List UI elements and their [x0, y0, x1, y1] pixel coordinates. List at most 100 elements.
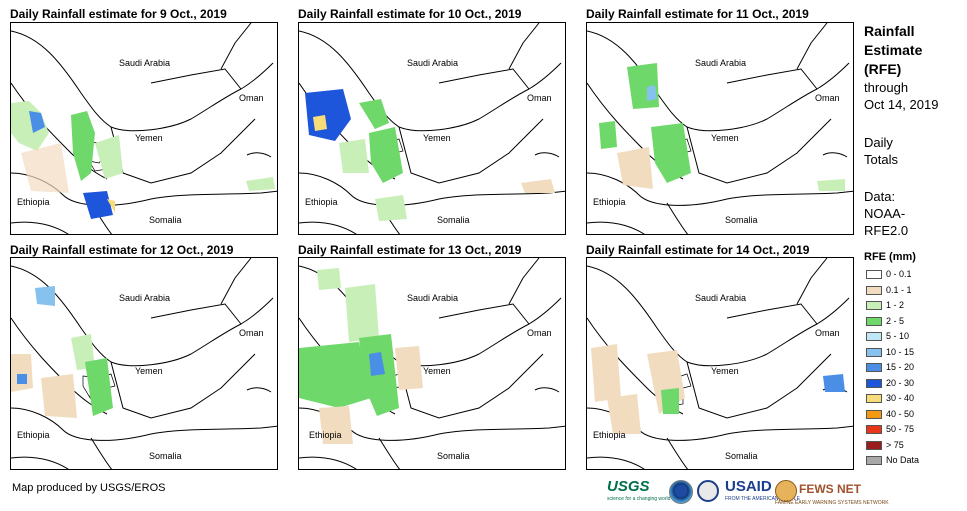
label-yemen: Yemen — [135, 133, 163, 143]
panel-title: Daily Rainfall estimate for 10 Oct., 201… — [298, 7, 522, 21]
label-oman: Oman — [239, 328, 264, 338]
label-saudi-arabia: Saudi Arabia — [407, 293, 459, 303]
legend-title-line: Estimate — [864, 42, 923, 58]
legend-label: 10 - 15 — [886, 346, 915, 357]
rain-area — [591, 344, 621, 402]
legend-label: 50 - 75 — [886, 424, 915, 434]
rain-area — [35, 286, 55, 306]
label-oman: Oman — [239, 93, 264, 103]
rain-area — [375, 195, 407, 221]
label-yemen: Yemen — [711, 133, 739, 143]
usgs-tagline: science for a changing world — [607, 496, 671, 502]
legend-swatch — [866, 270, 882, 279]
rain-area — [317, 268, 341, 290]
rain-area — [41, 374, 77, 418]
label-ethiopia: Ethiopia — [593, 430, 626, 440]
rainfall-overlay — [599, 63, 845, 191]
panel-title: Daily Rainfall estimate for 12 Oct., 201… — [10, 243, 234, 257]
label-somalia: Somalia — [437, 451, 470, 461]
rain-area — [17, 374, 27, 384]
panel-title: Daily Rainfall estimate for 9 Oct., 2019 — [10, 7, 227, 21]
rain-area — [305, 89, 351, 141]
legend-swatch — [866, 394, 882, 403]
rain-area — [395, 346, 423, 390]
legend-swatch — [866, 332, 882, 341]
label-somalia: Somalia — [149, 215, 182, 225]
legend-label: 1 - 2 — [886, 300, 905, 310]
legend-swatch — [866, 378, 882, 388]
label-oman: Oman — [815, 328, 840, 338]
label-somalia: Somalia — [149, 451, 182, 461]
rain-area — [345, 284, 379, 342]
label-ethiopia: Ethiopia — [17, 197, 50, 207]
legend-swatch — [866, 301, 882, 310]
rainfall-overlay — [11, 101, 275, 219]
rain-area — [339, 139, 369, 173]
legend-swatch — [866, 285, 882, 295]
legend-swatch — [866, 456, 882, 465]
label-ethiopia: Ethiopia — [593, 197, 626, 207]
rain-area — [246, 177, 275, 191]
rain-area — [817, 179, 845, 191]
panel-title: Daily Rainfall estimate for 14 Oct., 201… — [586, 243, 810, 257]
label-ethiopia: Ethiopia — [305, 197, 338, 207]
legend-period-line: Totals — [864, 152, 898, 167]
rain-area — [83, 191, 113, 219]
fews-net-logo: FEWS NET — [799, 482, 861, 496]
usgs-logo: USGS — [607, 478, 650, 495]
rainfall-map-oct-10: Saudi Arabia Oman Yemen Ethiopia Somalia — [298, 22, 566, 235]
legend-title-line: (RFE) — [864, 61, 902, 77]
rainfall-overlay — [11, 286, 113, 418]
panel-title: Daily Rainfall estimate for 13 Oct., 201… — [298, 243, 522, 257]
legend-period-line: Daily — [864, 135, 893, 150]
rainfall-overlay — [305, 89, 555, 221]
rain-area — [107, 199, 115, 213]
rainfall-overlay — [591, 344, 845, 434]
rain-area — [71, 334, 95, 370]
legend-label: 40 - 50 — [886, 408, 915, 419]
rain-area — [85, 358, 113, 416]
label-ethiopia: Ethiopia — [17, 430, 50, 440]
label-somalia: Somalia — [437, 215, 470, 225]
rain-area — [369, 352, 385, 376]
rain-area — [661, 388, 679, 414]
label-saudi-arabia: Saudi Arabia — [119, 58, 171, 68]
dos-seal-icon — [697, 480, 719, 502]
rain-area — [71, 111, 95, 181]
label-oman: Oman — [815, 93, 840, 103]
panel-title: Daily Rainfall estimate for 11 Oct., 201… — [586, 7, 809, 21]
rain-area — [95, 135, 123, 179]
legend-label: 30 - 40 — [886, 393, 915, 403]
label-somalia: Somalia — [725, 215, 758, 225]
legend-data-line: RFE2.0 — [864, 223, 909, 238]
legend-title-line: Rainfall — [864, 23, 915, 39]
rain-area — [21, 143, 69, 193]
usaid-tagline: FROM THE AMERICAN PEOPLE — [725, 496, 800, 502]
rainfall-overlay — [299, 268, 423, 444]
legend-label: 5 - 10 — [886, 331, 910, 341]
rain-area — [29, 111, 45, 133]
rain-area — [521, 179, 555, 193]
legend-swatch — [866, 440, 882, 450]
legend-data-line: Data: — [864, 189, 896, 204]
legend-swatch — [866, 425, 882, 434]
label-saudi-arabia: Saudi Arabia — [695, 58, 747, 68]
label-saudi-arabia: Saudi Arabia — [119, 293, 171, 303]
legend-swatch — [866, 347, 882, 357]
fews-net-emblem-icon — [775, 480, 797, 502]
rainfall-map-oct-12: Saudi Arabia Oman Yemen Ethiopia Somalia — [10, 257, 278, 470]
rainfall-map-oct-14: Saudi Arabia Oman Yemen Ethiopia Somalia — [586, 257, 854, 470]
label-yemen: Yemen — [423, 366, 451, 376]
rainfall-map-oct-11: Saudi Arabia Oman Yemen Ethiopia Somalia — [586, 22, 854, 235]
legend-units: RFE (mm) — [864, 251, 916, 263]
legend-label: > 75 — [886, 439, 904, 450]
label-saudi-arabia: Saudi Arabia — [695, 293, 747, 303]
label-yemen: Yemen — [423, 133, 451, 143]
legend-title: Rainfall Estimate (RFE) — [864, 22, 922, 79]
legend-label: 2 - 5 — [886, 315, 905, 326]
legend-label: 15 - 20 — [886, 362, 915, 372]
rain-area — [313, 115, 327, 131]
rain-area — [369, 127, 403, 183]
rain-area — [299, 342, 371, 408]
